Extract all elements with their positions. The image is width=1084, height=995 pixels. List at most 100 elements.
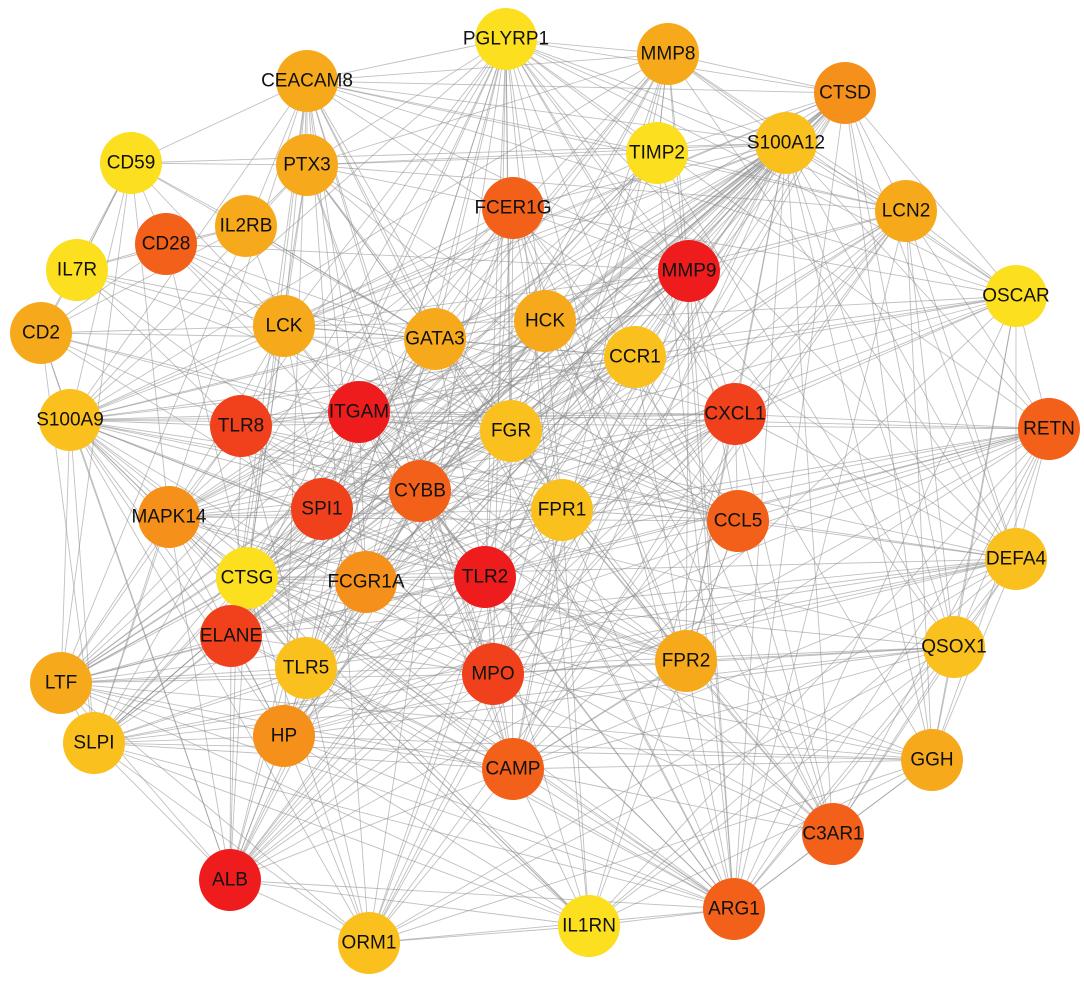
node-tlr5[interactable]: TLR5	[275, 637, 337, 699]
node-circle-fgr[interactable]	[480, 400, 542, 462]
node-qsox1[interactable]: QSOX1	[921, 616, 987, 678]
node-mpo[interactable]: MPO	[462, 643, 524, 705]
node-il2rb[interactable]: IL2RB	[215, 195, 277, 257]
node-circle-il7r[interactable]	[46, 239, 108, 301]
node-cd2[interactable]: CD2	[10, 302, 72, 364]
node-ctsd[interactable]: CTSD	[814, 62, 876, 124]
node-retn[interactable]: RETN	[1018, 398, 1080, 460]
node-ltf[interactable]: LTF	[30, 652, 92, 714]
node-circle-fcer1g[interactable]	[482, 177, 544, 239]
node-circle-mapk14[interactable]	[138, 486, 200, 548]
node-circle-mmp8[interactable]	[637, 23, 699, 85]
node-circle-slpi[interactable]	[63, 712, 125, 774]
node-circle-cd2[interactable]	[10, 302, 72, 364]
node-lcn2[interactable]: LCN2	[875, 180, 937, 242]
node-circle-c3ar1[interactable]	[802, 803, 864, 865]
node-circle-mpo[interactable]	[462, 643, 524, 705]
node-circle-ctsg[interactable]	[216, 547, 278, 609]
node-camp[interactable]: CAMP	[482, 738, 544, 800]
node-cd59[interactable]: CD59	[100, 132, 162, 194]
node-circle-orm1[interactable]	[338, 912, 400, 974]
node-circle-hck[interactable]	[514, 290, 576, 352]
node-pglyrp1[interactable]: PGLYRP1	[463, 8, 549, 70]
node-ceacam8[interactable]: CEACAM8	[261, 50, 353, 112]
node-circle-fcgr1a[interactable]	[335, 551, 397, 613]
node-circle-fpr1[interactable]	[531, 479, 593, 541]
node-circle-retn[interactable]	[1018, 398, 1080, 460]
node-alb[interactable]: ALB	[199, 849, 261, 911]
node-orm1[interactable]: ORM1	[338, 912, 400, 974]
node-tlr8[interactable]: TLR8	[210, 395, 272, 457]
node-circle-s100a12[interactable]	[755, 112, 817, 174]
node-circle-ltf[interactable]	[30, 652, 92, 714]
node-fgr[interactable]: FGR	[480, 400, 542, 462]
node-circle-hp[interactable]	[253, 705, 315, 767]
node-circle-lcn2[interactable]	[875, 180, 937, 242]
node-circle-gata3[interactable]	[404, 308, 466, 370]
node-circle-timp2[interactable]	[626, 122, 688, 184]
node-fpr2[interactable]: FPR2	[655, 630, 717, 692]
node-ggh[interactable]: GGH	[901, 729, 963, 791]
node-hck[interactable]: HCK	[514, 290, 576, 352]
node-circle-tlr5[interactable]	[275, 637, 337, 699]
node-ctsg[interactable]: CTSG	[216, 547, 278, 609]
node-cd28[interactable]: CD28	[135, 213, 197, 275]
node-circle-spi1[interactable]	[291, 478, 353, 540]
node-circle-oscar[interactable]	[985, 265, 1047, 327]
node-circle-cd59[interactable]	[100, 132, 162, 194]
node-circle-pglyrp1[interactable]	[475, 8, 537, 70]
node-il1rn[interactable]: IL1RN	[558, 895, 620, 957]
node-elane[interactable]: ELANE	[200, 605, 262, 667]
node-circle-ctsd[interactable]	[814, 62, 876, 124]
node-arg1[interactable]: ARG1	[703, 878, 765, 940]
node-circle-itgam[interactable]	[328, 381, 390, 443]
node-tlr2[interactable]: TLR2	[454, 546, 516, 608]
node-circle-ggh[interactable]	[901, 729, 963, 791]
node-circle-arg1[interactable]	[703, 878, 765, 940]
node-circle-ccr1[interactable]	[604, 326, 666, 388]
node-circle-s100a9[interactable]	[39, 389, 101, 451]
node-gata3[interactable]: GATA3	[404, 308, 466, 370]
node-mapk14[interactable]: MAPK14	[132, 486, 207, 548]
node-mmp8[interactable]: MMP8	[637, 23, 699, 85]
node-fcgr1a[interactable]: FCGR1A	[327, 551, 405, 613]
node-circle-lck[interactable]	[253, 295, 315, 357]
node-circle-tlr2[interactable]	[454, 546, 516, 608]
node-cxcl1[interactable]: CXCL1	[704, 383, 766, 445]
node-spi1[interactable]: SPI1	[291, 478, 353, 540]
node-circle-tlr8[interactable]	[210, 395, 272, 457]
node-ptx3[interactable]: PTX3	[276, 134, 338, 196]
node-s100a12[interactable]: S100A12	[747, 112, 825, 174]
node-circle-qsox1[interactable]	[923, 616, 985, 678]
node-mmp9[interactable]: MMP9	[658, 240, 720, 302]
node-lck[interactable]: LCK	[253, 295, 315, 357]
node-slpi[interactable]: SLPI	[63, 712, 125, 774]
node-circle-cybb[interactable]	[389, 460, 451, 522]
node-c3ar1[interactable]: C3AR1	[802, 803, 864, 865]
node-s100a9[interactable]: S100A9	[36, 389, 104, 451]
node-ccl5[interactable]: CCL5	[707, 490, 769, 552]
node-circle-mmp9[interactable]	[658, 240, 720, 302]
node-circle-camp[interactable]	[482, 738, 544, 800]
node-ccr1[interactable]: CCR1	[604, 326, 666, 388]
node-cybb[interactable]: CYBB	[389, 460, 451, 522]
node-fcer1g[interactable]: FCER1G	[474, 177, 552, 239]
node-il7r[interactable]: IL7R	[46, 239, 108, 301]
node-oscar[interactable]: OSCAR	[982, 265, 1050, 327]
node-circle-ccl5[interactable]	[707, 490, 769, 552]
node-fpr1[interactable]: FPR1	[531, 479, 593, 541]
node-circle-cxcl1[interactable]	[704, 383, 766, 445]
node-circle-fpr2[interactable]	[655, 630, 717, 692]
node-circle-il2rb[interactable]	[215, 195, 277, 257]
node-circle-cd28[interactable]	[135, 213, 197, 275]
node-circle-ptx3[interactable]	[276, 134, 338, 196]
node-circle-defa4[interactable]	[985, 528, 1047, 590]
node-timp2[interactable]: TIMP2	[626, 122, 688, 184]
node-itgam[interactable]: ITGAM	[328, 381, 390, 443]
node-circle-il1rn[interactable]	[558, 895, 620, 957]
node-hp[interactable]: HP	[253, 705, 315, 767]
node-circle-ceacam8[interactable]	[276, 50, 338, 112]
node-defa4[interactable]: DEFA4	[985, 528, 1047, 590]
node-circle-elane[interactable]	[200, 605, 262, 667]
node-circle-alb[interactable]	[199, 849, 261, 911]
